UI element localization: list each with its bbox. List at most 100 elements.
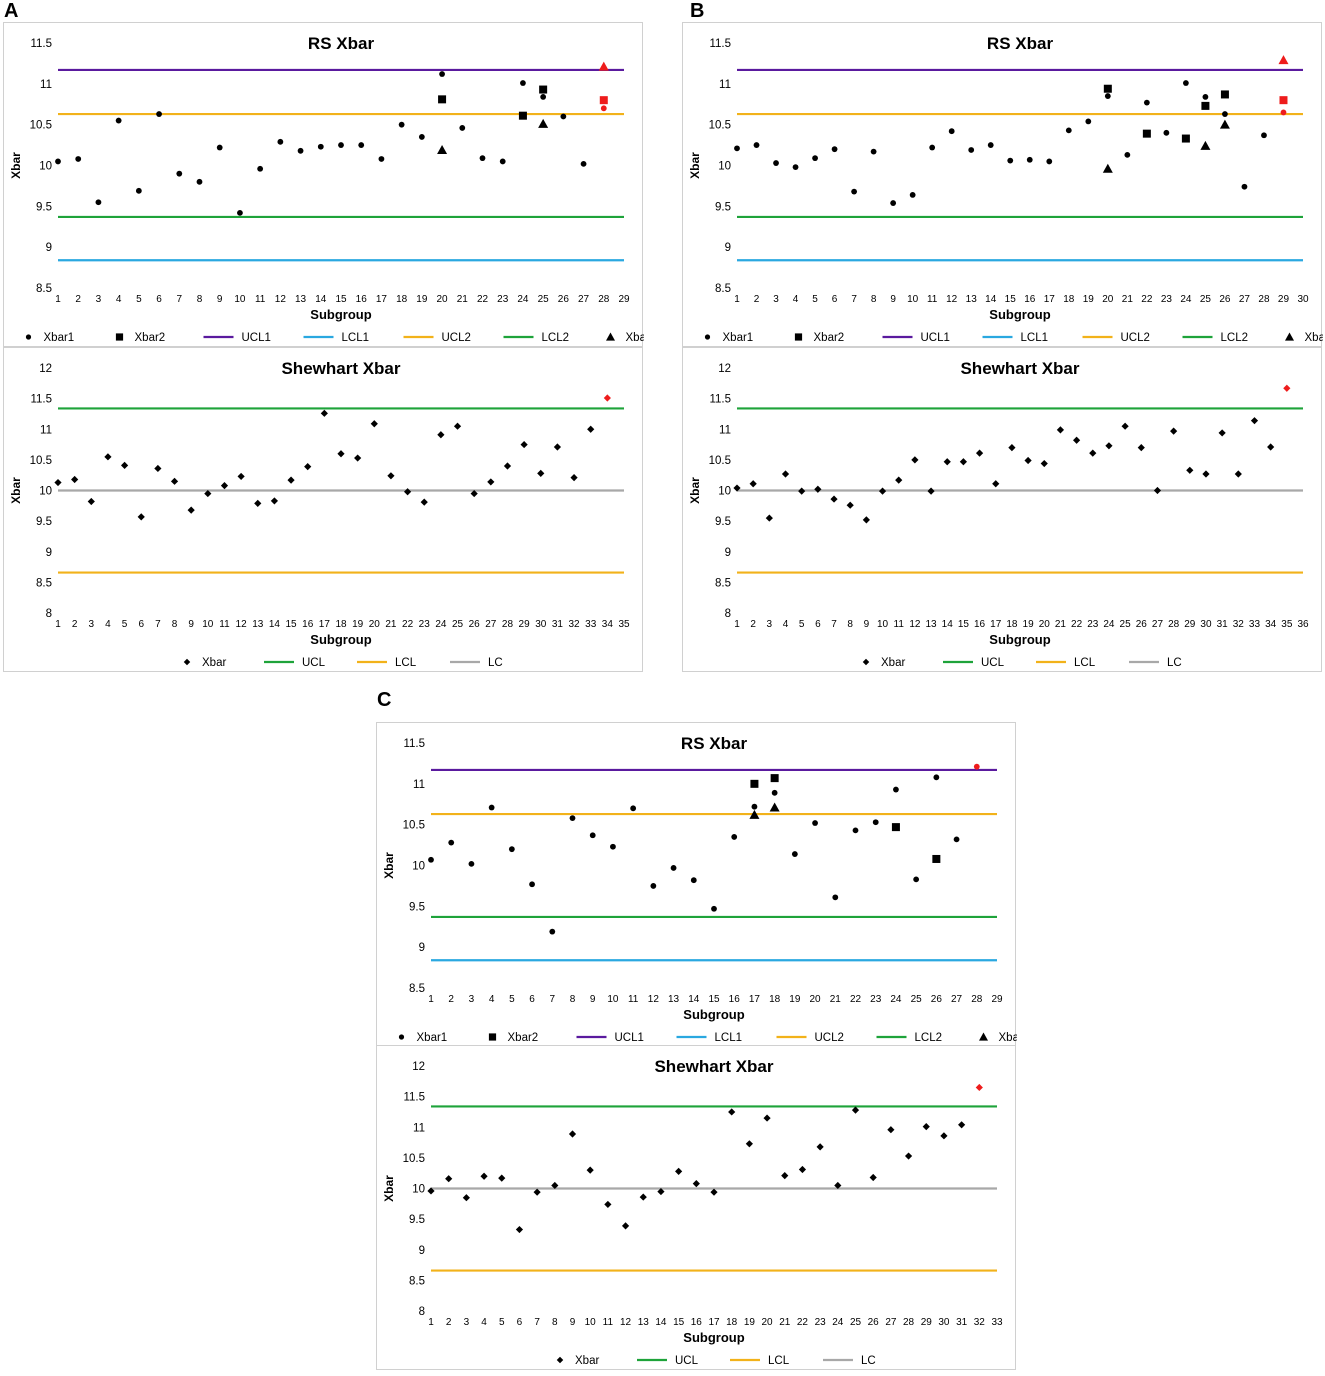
y-tick-label: 9.5 xyxy=(409,901,425,913)
y-tick-label: 11 xyxy=(40,424,52,436)
legend-label-xbar1: Xbar1 xyxy=(44,332,75,344)
legend-label-ucl1: UCL1 xyxy=(242,332,271,344)
data-point-xbar xyxy=(87,497,95,506)
x-tick-label: 2 xyxy=(750,619,756,630)
legend-label-ucl2: UCL2 xyxy=(442,332,471,344)
legend-label-xbar: Xbar xyxy=(575,1355,599,1367)
data-point-xbar xyxy=(427,1187,435,1195)
x-tick-label: 16 xyxy=(356,294,368,305)
data-point-xbar2 xyxy=(1142,129,1151,138)
y-tick-label: 10.5 xyxy=(709,120,731,132)
legend-label-xbar: Xbar xyxy=(881,657,905,669)
x-tick-label: 6 xyxy=(815,619,821,630)
x-tick-label: 30 xyxy=(938,1317,950,1328)
x-tick-label: 7 xyxy=(177,294,183,305)
x-tick-label: 19 xyxy=(1083,294,1095,305)
data-point-xbar xyxy=(498,1174,506,1182)
data-point-xbar xyxy=(745,1140,753,1148)
data-point-xbar xyxy=(403,488,412,496)
legend-label-ucl1: UCL1 xyxy=(921,332,950,344)
x-tick-label: 7 xyxy=(550,994,556,1005)
y-tick-label: 10.5 xyxy=(709,455,731,467)
x-tick-label: 14 xyxy=(688,994,700,1005)
y-tick-label: 11.5 xyxy=(709,394,731,406)
x-tick-label: 32 xyxy=(1233,619,1245,630)
y-tick-label: 9.5 xyxy=(715,516,731,528)
legend-label-lcl2: LCL2 xyxy=(1221,332,1249,344)
legend-swatch-xbar2 xyxy=(794,333,803,341)
x-tick-label: 25 xyxy=(452,619,464,630)
data-point-xbar1 xyxy=(448,839,455,846)
x-tick-label: 16 xyxy=(729,994,741,1005)
x-tick-label: 1 xyxy=(734,294,740,305)
data-point-xbar1 xyxy=(711,905,717,912)
x-tick-label: 23 xyxy=(870,994,882,1005)
data-point-xbar xyxy=(586,1166,594,1174)
data-point-xbar xyxy=(480,1172,488,1180)
data-point-xbar1 xyxy=(560,113,567,120)
data-point-xbar1 xyxy=(953,836,960,843)
x-tick-label: 3 xyxy=(469,994,475,1005)
x-tick-label: 35 xyxy=(1281,619,1293,630)
x-tick-label: 12 xyxy=(620,1317,632,1328)
data-point-xbar2 xyxy=(1201,101,1210,110)
data-point-xbar xyxy=(553,443,562,451)
x-tick-label: 10 xyxy=(585,1317,597,1328)
data-point-xbar xyxy=(1137,444,1145,452)
y-tick-label: 10 xyxy=(718,161,731,173)
x-tick-label: 30 xyxy=(535,619,547,630)
data-point-xbar1 xyxy=(933,774,940,781)
x-tick-label: 2 xyxy=(754,294,760,305)
x-tick-label: 1 xyxy=(734,619,740,630)
data-point-xbar xyxy=(503,462,512,470)
x-tick-label: 22 xyxy=(1141,294,1153,305)
data-point-xbar xyxy=(337,450,345,458)
data-point-xbar3 xyxy=(749,809,760,819)
y-tick-label: 8.5 xyxy=(36,577,52,589)
y-tick-label: 11.5 xyxy=(403,1092,425,1104)
x-tick-label: 13 xyxy=(966,294,978,305)
x-tick-label: 8 xyxy=(871,294,877,305)
x-tick-label: 23 xyxy=(419,619,431,630)
legend-swatch-xbar2 xyxy=(488,1033,497,1041)
data-point-xbar1 xyxy=(135,187,142,194)
data-point-xbar1 xyxy=(610,843,616,850)
x-tick-label: 3 xyxy=(89,619,95,630)
x-tick-label: 12 xyxy=(648,994,660,1005)
legend-label-lc: LC xyxy=(1167,657,1182,669)
x-tick-label: 9 xyxy=(590,994,596,1005)
x-tick-label: 16 xyxy=(1024,294,1036,305)
legend-label-lcl: LCL xyxy=(395,657,417,669)
x-tick-label: 11 xyxy=(219,619,230,630)
x-tick-label: 28 xyxy=(502,619,514,630)
x-tick-label: 8 xyxy=(847,619,853,630)
x-tick-label: 31 xyxy=(956,1317,968,1328)
y-tick-label: 11 xyxy=(413,1122,425,1134)
data-point-xbar xyxy=(1089,449,1097,457)
data-point-xbar1 xyxy=(630,805,637,812)
data-point-xbar xyxy=(911,456,919,464)
data-point-xbar1 xyxy=(948,128,955,135)
data-point-xbar xyxy=(943,458,951,466)
data-point-xbar xyxy=(692,1180,700,1188)
data-point-xbar2 xyxy=(891,823,900,832)
data-point-xbar1 xyxy=(580,160,587,167)
data-point-xbar1 xyxy=(791,851,798,857)
x-tick-label: 17 xyxy=(990,619,1002,630)
legend-swatch-xbar3 xyxy=(1285,332,1294,341)
y-tick-label: 10.5 xyxy=(30,120,52,132)
panel-c-rs-chart-box: RS Xbar Xbar 8.5 9 9.5 10 10.5 11 11.5 1 2 3 4 5 6 7 8 9 1… xyxy=(376,722,1029,1047)
y-axis-label: Xbar xyxy=(382,852,396,879)
y-tick-label: 8.5 xyxy=(409,1275,425,1287)
data-point-xbar xyxy=(798,1165,807,1174)
data-point-xbar1 xyxy=(1143,99,1150,106)
x-tick-label: 33 xyxy=(1249,619,1261,630)
x-tick-label: 21 xyxy=(457,294,469,305)
x-tick-label: 23 xyxy=(1161,294,1173,305)
x-tick-label: 18 xyxy=(726,1317,738,1328)
data-point-xbar1 xyxy=(771,789,778,796)
x-tick-label: 24 xyxy=(435,619,447,630)
data-point-xbar1 xyxy=(338,142,344,148)
x-tick-label: 10 xyxy=(907,294,919,305)
